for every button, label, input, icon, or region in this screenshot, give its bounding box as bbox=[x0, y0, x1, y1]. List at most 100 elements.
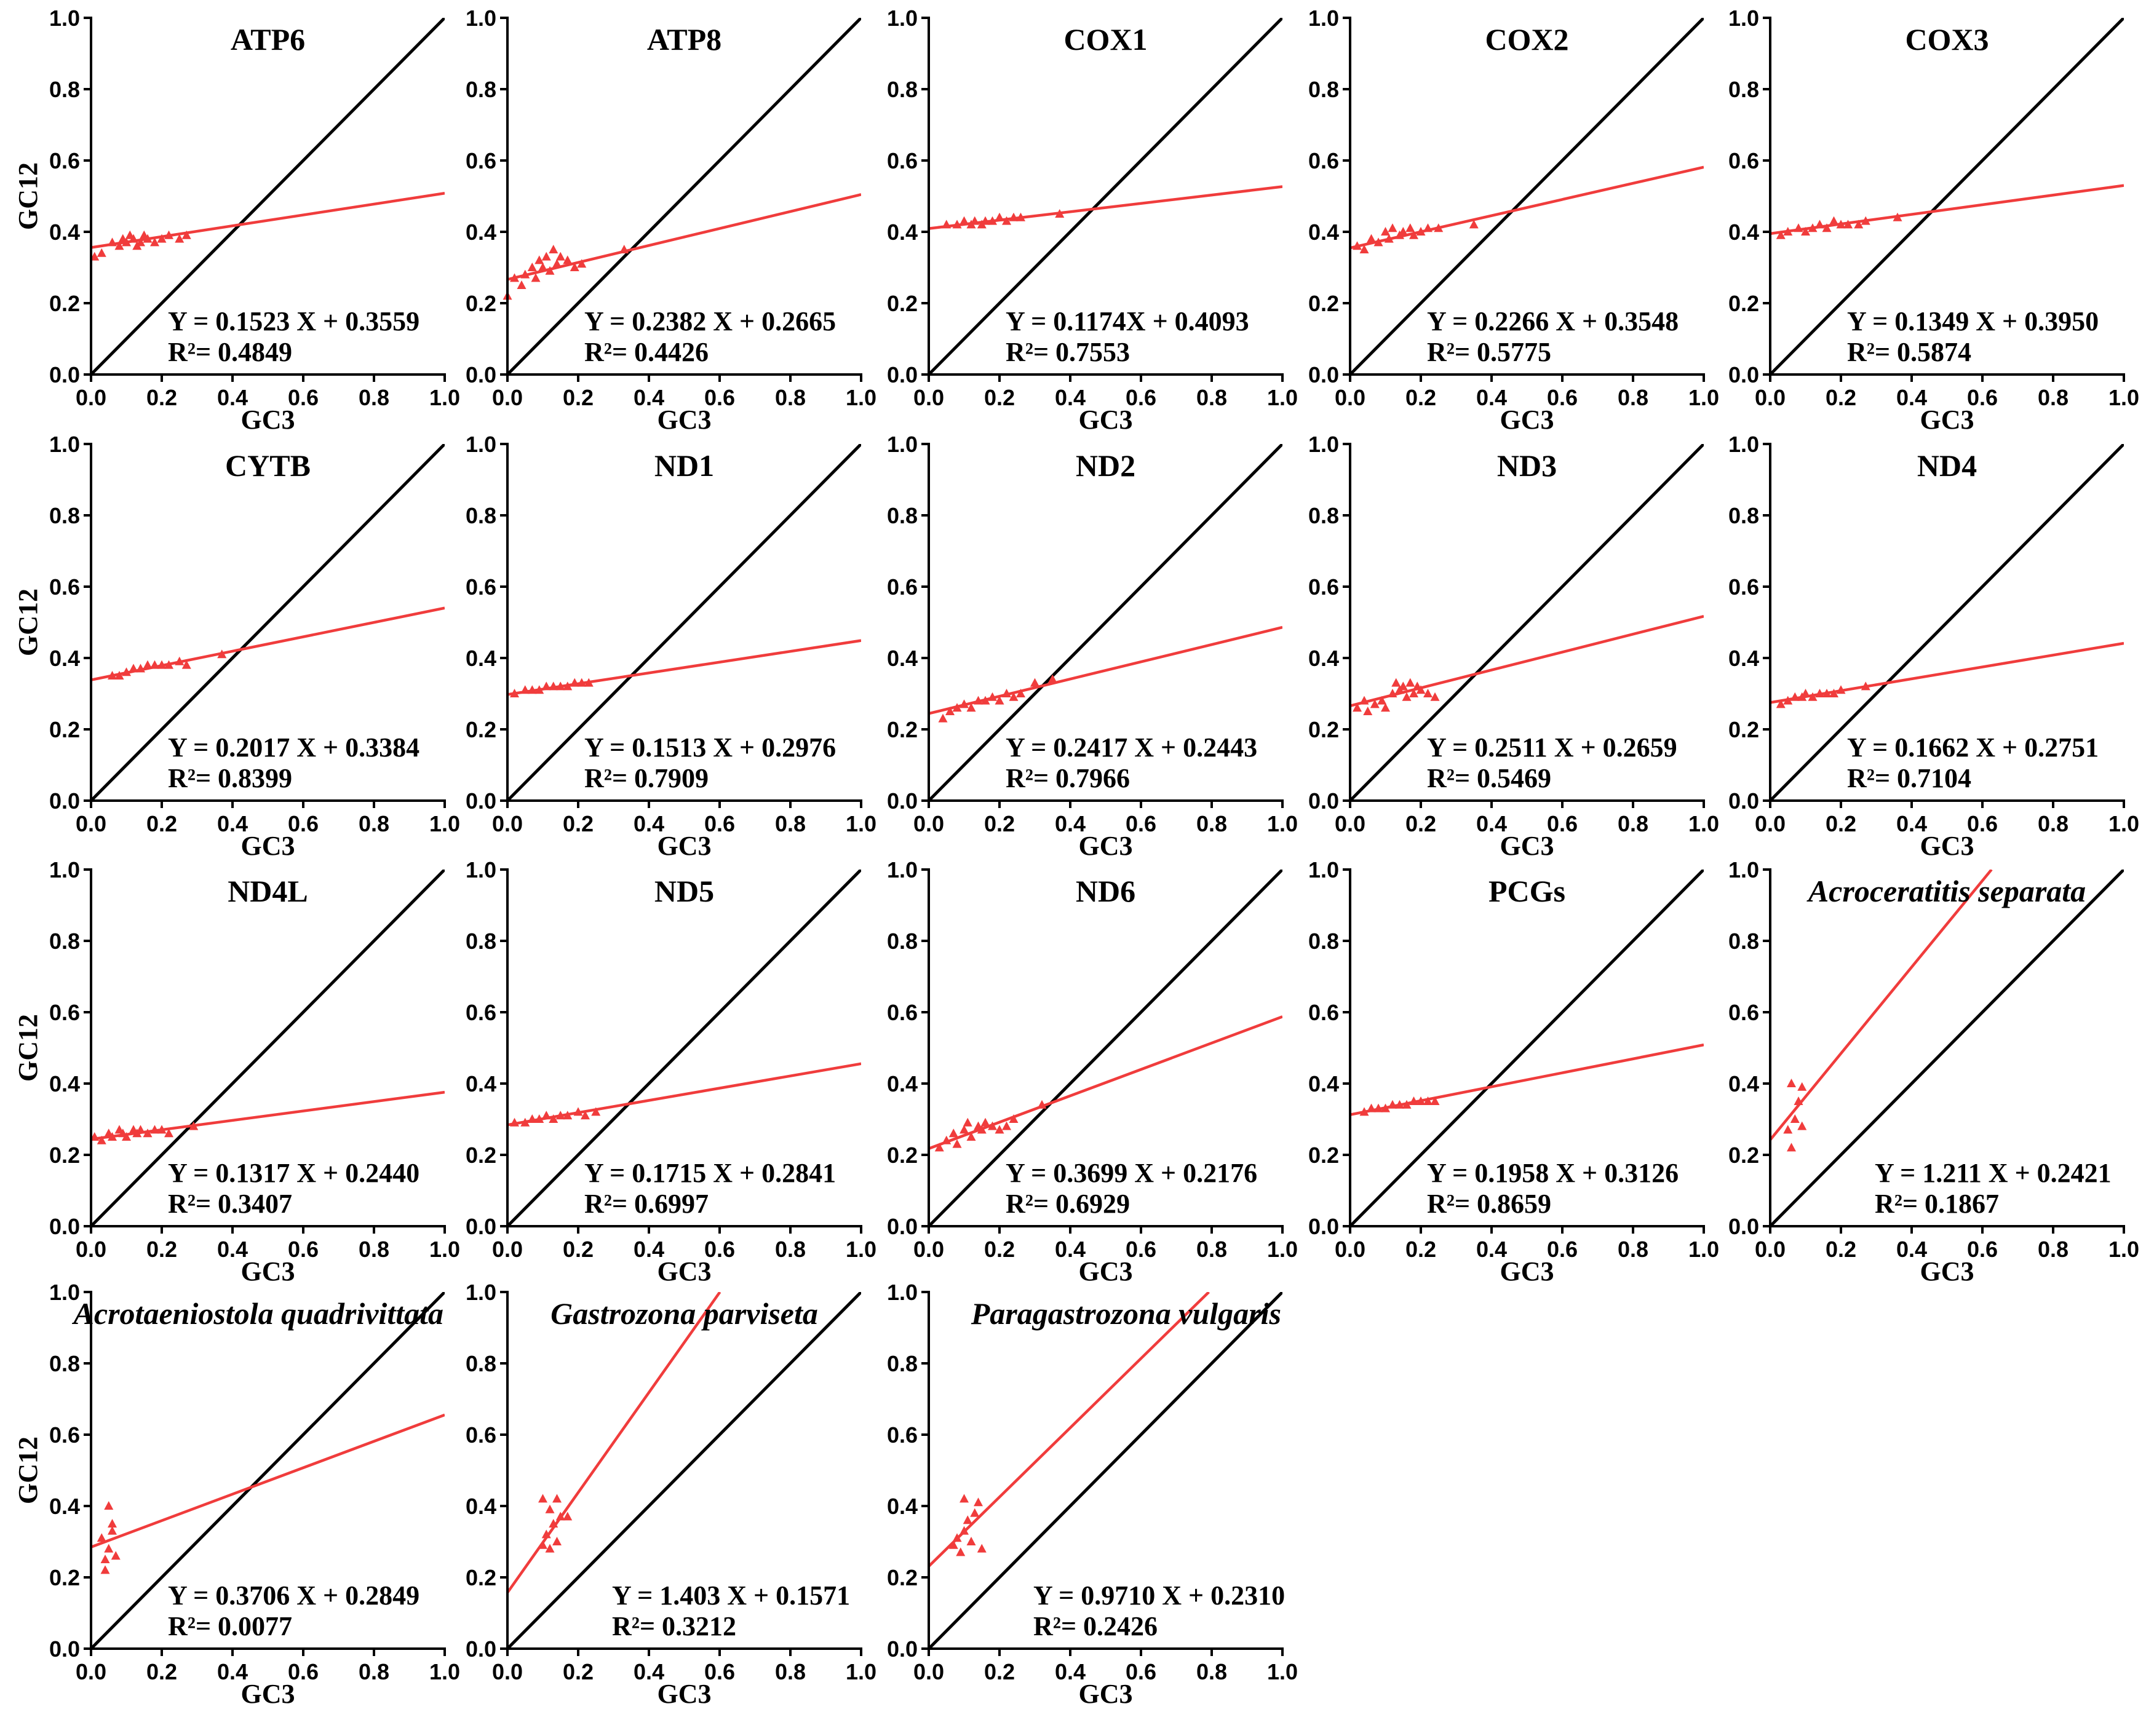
data-point bbox=[1359, 245, 1369, 253]
data-point bbox=[1776, 699, 1786, 708]
data-point bbox=[510, 1117, 519, 1127]
x-axis-label: GC3 bbox=[1500, 405, 1554, 435]
data-point bbox=[563, 255, 573, 264]
diagonal-line bbox=[91, 18, 445, 375]
panel-13: 0.00.0 0.2 0.2 0.4 0.4 0.6 0.6 0.8 0.8 1.0 1.0 GC3 N… bbox=[887, 857, 1298, 1286]
y-axis-label: GC12 bbox=[13, 1437, 43, 1504]
y-tick-label: 0.8 bbox=[887, 77, 918, 102]
regression-equation: Y = 0.2017 X + 0.3384 bbox=[168, 732, 419, 763]
data-point bbox=[1002, 689, 1011, 697]
data-point bbox=[510, 689, 519, 697]
panel-18: 0.00.0 0.2 0.2 0.4 0.4 0.6 0.6 0.8 0.8 1.0 1.0 GC3 P… bbox=[887, 1280, 1298, 1709]
regression-equation: Y = 0.1662 X + 0.2751 bbox=[1847, 732, 2099, 763]
diagonal-line bbox=[507, 870, 861, 1226]
data-point bbox=[1794, 223, 1803, 232]
data-point bbox=[1353, 703, 1362, 712]
data-point bbox=[527, 1114, 537, 1123]
y-tick-label: 0.2 bbox=[887, 291, 918, 316]
x-tick-label: 1.0 bbox=[1267, 811, 1298, 836]
data-point bbox=[1377, 696, 1387, 705]
data-point bbox=[97, 248, 106, 257]
y-tick-label: 0.8 bbox=[887, 929, 918, 954]
y-tick-label: 0.4 bbox=[466, 1071, 496, 1096]
regression-equation: Y = 0.1513 X + 0.2976 bbox=[584, 732, 836, 763]
data-point bbox=[1391, 678, 1401, 687]
x-tick-label: 0.8 bbox=[2038, 385, 2069, 410]
x-tick-label: 0.6 bbox=[1547, 811, 1578, 836]
data-point bbox=[977, 1544, 987, 1553]
y-tick-label: 1.0 bbox=[887, 432, 918, 457]
data-point bbox=[970, 216, 980, 225]
panel-16: 0.00.0 0.2 0.2 0.4 0.4 0.6 0.6 0.8 0.8 1.0 1.0 GC3 G… bbox=[13, 1280, 460, 1709]
y-tick-label: 0.0 bbox=[466, 362, 496, 387]
y-tick-label: 0.0 bbox=[49, 362, 80, 387]
data-point bbox=[538, 1494, 547, 1503]
x-tick-label: 0.6 bbox=[704, 1237, 735, 1262]
data-point bbox=[1381, 227, 1390, 236]
data-point bbox=[974, 696, 983, 705]
data-point bbox=[517, 280, 527, 289]
panel-title: ND2 bbox=[1076, 448, 1135, 483]
data-point bbox=[1790, 1114, 1800, 1123]
data-point bbox=[1836, 685, 1846, 694]
panel-title: CYTB bbox=[225, 448, 311, 483]
x-tick-label: 0.2 bbox=[1826, 811, 1856, 836]
data-point bbox=[541, 681, 551, 691]
x-tick-label: 1.0 bbox=[846, 1659, 876, 1684]
r-squared: R²= 0.4426 bbox=[584, 337, 709, 367]
x-axis-label: GC3 bbox=[1079, 1256, 1133, 1286]
data-point bbox=[122, 1132, 131, 1141]
data-point bbox=[97, 1135, 106, 1144]
x-tick-label: 0.4 bbox=[1476, 1237, 1507, 1262]
y-tick-label: 1.0 bbox=[466, 432, 496, 457]
data-point bbox=[563, 1512, 573, 1521]
x-axis-label: GC3 bbox=[1920, 831, 1974, 861]
y-tick-label: 0.6 bbox=[1728, 148, 1759, 173]
x-tick-label: 0.4 bbox=[1476, 385, 1507, 410]
y-tick-label: 1.0 bbox=[1728, 6, 1759, 31]
x-tick-label: 0.2 bbox=[563, 1659, 594, 1684]
x-tick-label: 0.4 bbox=[634, 1237, 664, 1262]
data-point bbox=[1395, 1100, 1404, 1109]
y-tick-label: 0.8 bbox=[49, 929, 80, 954]
x-tick-label: 0.4 bbox=[217, 811, 248, 836]
x-tick-label: 0.2 bbox=[984, 811, 1015, 836]
x-tick-label: 0.6 bbox=[288, 1659, 319, 1684]
panel-11: 0.00.0 0.2 0.2 0.4 0.4 0.6 0.6 0.8 0.8 1.0 1.0 GC3 G… bbox=[13, 857, 460, 1286]
x-tick-label: 0.8 bbox=[359, 1237, 389, 1262]
regression-equation: Y = 0.3706 X + 0.2849 bbox=[168, 1580, 419, 1611]
data-point bbox=[1359, 1107, 1369, 1116]
y-tick-label: 0.6 bbox=[49, 574, 80, 600]
data-point bbox=[1815, 689, 1824, 697]
data-point bbox=[980, 216, 990, 225]
data-point bbox=[541, 1529, 551, 1539]
data-point bbox=[1367, 234, 1376, 243]
regression-equation: Y = 0.2511 X + 0.2659 bbox=[1427, 732, 1677, 763]
panel-10: 0.00.0 0.2 0.2 0.4 0.4 0.6 0.6 0.8 0.8 1.0 1.0 GC3 N… bbox=[1728, 432, 2139, 861]
y-tick-label: 1.0 bbox=[887, 6, 918, 31]
data-point bbox=[977, 1125, 987, 1134]
panel-title: ND3 bbox=[1497, 448, 1557, 483]
data-point bbox=[563, 1111, 573, 1120]
x-axis-label: GC3 bbox=[1500, 1256, 1554, 1286]
data-point bbox=[97, 1533, 106, 1542]
data-point bbox=[111, 1551, 121, 1560]
data-point bbox=[108, 237, 117, 247]
diagonal-line bbox=[1350, 444, 1704, 801]
data-point bbox=[1416, 685, 1426, 694]
panel-title: Paragastrozona vulgaris bbox=[971, 1296, 1281, 1331]
x-tick-label: 0.8 bbox=[359, 811, 389, 836]
regression-line bbox=[91, 192, 445, 249]
data-point bbox=[1822, 223, 1832, 232]
y-tick-label: 0.6 bbox=[466, 1422, 496, 1448]
data-point bbox=[974, 1497, 983, 1507]
data-point bbox=[189, 1121, 199, 1130]
y-tick-label: 0.0 bbox=[49, 1214, 80, 1239]
x-tick-label: 0.0 bbox=[492, 1659, 523, 1684]
y-tick-label: 0.2 bbox=[887, 717, 918, 742]
data-point bbox=[1469, 220, 1479, 229]
panel-title: Gastrozona parviseta bbox=[550, 1296, 818, 1331]
x-tick-label: 0.4 bbox=[217, 1237, 248, 1262]
data-point bbox=[552, 1537, 562, 1545]
